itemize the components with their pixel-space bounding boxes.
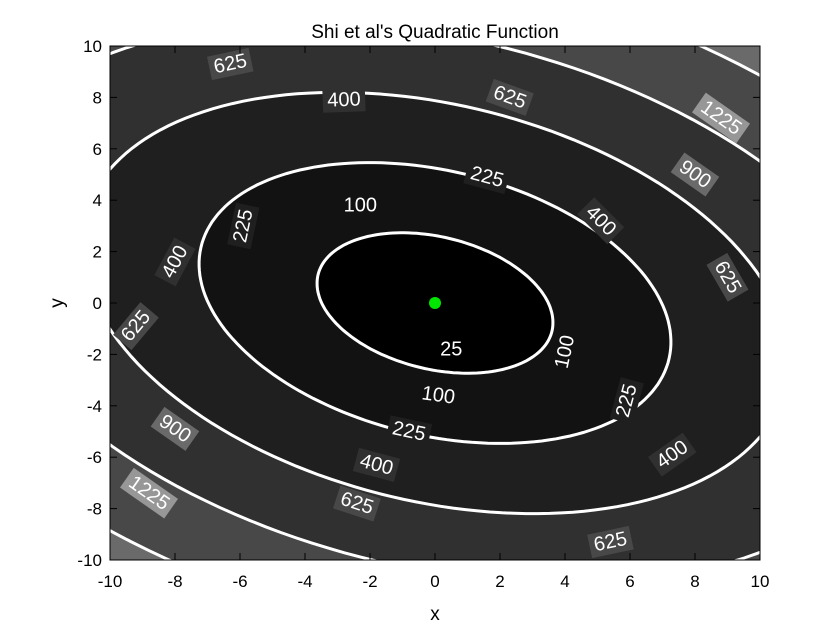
contour-label: 400: [327, 88, 361, 111]
contour-label-background: [227, 202, 260, 250]
contour-label-background: [670, 152, 720, 197]
y-tick-label: -6: [87, 448, 102, 467]
contour-label-group: 900: [150, 406, 200, 451]
contour-label-background: [463, 159, 511, 195]
x-axis-label: x: [430, 604, 440, 625]
contour-label-background: [485, 78, 534, 116]
contour-label-background: [691, 92, 751, 144]
contour-label-background: [352, 447, 401, 482]
contour-label-group: 100: [415, 380, 461, 411]
contour-label-background: [577, 197, 625, 245]
minimum-point-marker: [429, 297, 441, 309]
contour-line-25: [315, 231, 555, 375]
y-tick-label: -10: [77, 551, 102, 570]
contour-label-group: 625: [587, 525, 634, 559]
contour-label-background: [322, 87, 366, 113]
x-tick-label: 10: [751, 572, 770, 591]
x-tick-label: 6: [625, 572, 634, 591]
x-tick-label: 8: [690, 572, 699, 591]
contour-label-background: [609, 377, 644, 425]
contour-label-group: 100: [548, 328, 582, 376]
x-tick-label: -4: [297, 572, 312, 591]
contour-label-background: [113, 302, 159, 351]
contour-label-background: [647, 432, 697, 477]
y-tick-label: 2: [93, 243, 102, 262]
contour-label-background: [339, 193, 382, 218]
contour-line-225: [110, 90, 760, 516]
x-tick-label: 0: [430, 572, 439, 591]
y-tick-label: 4: [93, 191, 102, 210]
contour-label-background: [119, 467, 179, 519]
contour-label: 100: [420, 382, 456, 408]
contour-label: 25: [440, 338, 462, 360]
contour-label-background: [415, 380, 461, 411]
x-tick-label: -6: [232, 572, 247, 591]
y-tick-label: 0: [93, 294, 102, 313]
contour-label-background: [154, 237, 196, 287]
chart-title: Shi et al's Quadratic Function: [311, 22, 559, 43]
y-tick-label: -2: [87, 345, 102, 364]
contour-label-group: 225: [385, 415, 433, 448]
y-tick-label: -4: [87, 397, 102, 416]
contour-label-background: [385, 415, 433, 448]
x-tick-label: -10: [98, 572, 123, 591]
contour-label-background: [435, 337, 467, 362]
contour-label-group: 25: [435, 337, 467, 362]
y-tick-label: 10: [83, 37, 102, 56]
contour-label-background: [706, 252, 749, 302]
contour-label-background: [587, 525, 634, 559]
contour-label-group: 400: [322, 87, 366, 113]
y-tick-label: -8: [87, 500, 102, 519]
contour-label-background: [333, 485, 381, 522]
axis-ticks: -10 -8 -6 -4 -2 0 2 4 6 8 10 10 8 6 4 2 0 -2 -4 -6 -8 -10: [77, 37, 769, 591]
contour-label-background: [548, 328, 582, 376]
y-tick-label: 6: [93, 140, 102, 159]
x-tick-label: -8: [167, 572, 182, 591]
y-axis-label: y: [47, 298, 68, 308]
contour-label: 100: [344, 194, 377, 216]
contour-label-background: [150, 406, 200, 451]
x-tick-label: 4: [560, 572, 569, 591]
contour-label-background: [206, 47, 254, 81]
contour-label-group: 225: [227, 202, 260, 250]
contour-label-group: 625: [206, 47, 254, 81]
y-tick-label: 8: [93, 88, 102, 107]
x-tick-label: -2: [362, 572, 377, 591]
contour-label-group: 100: [339, 193, 382, 218]
x-tick-label: 2: [495, 572, 504, 591]
